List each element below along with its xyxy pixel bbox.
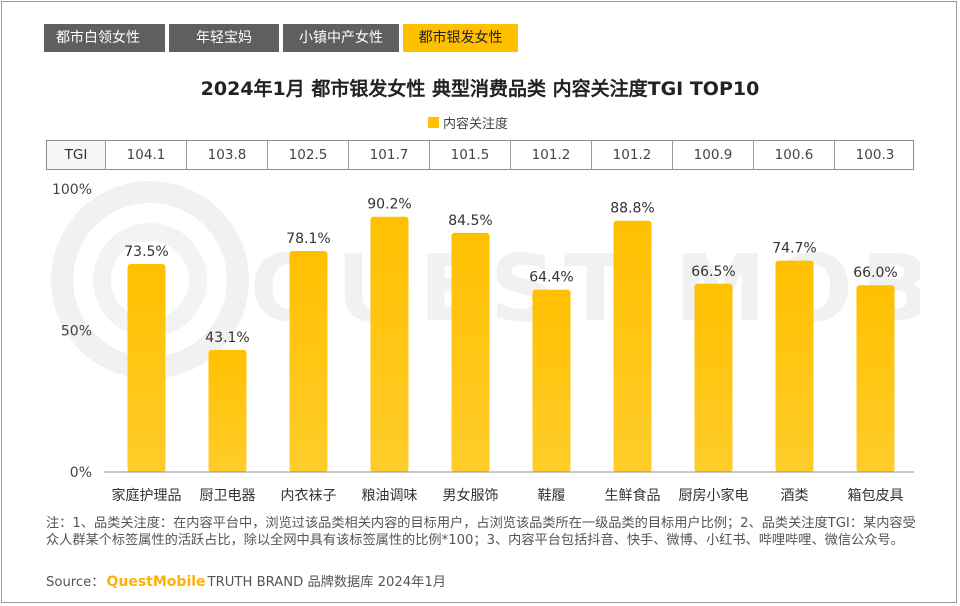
bar-value-label: 74.7%	[772, 241, 816, 257]
bar-value-label: 78.1%	[286, 231, 330, 247]
tgi-value: 103.8	[186, 141, 267, 169]
footnotes: 注：1、品类关注度：在内容平台中，浏览过该品类相关内容的目标用户，占浏览该品类所…	[46, 516, 916, 548]
x-tick-label: 厨房小家电	[679, 487, 749, 504]
x-tick-label: 内衣袜子	[281, 488, 337, 504]
bar-value-label: 43.1%	[205, 330, 249, 346]
tgi-header: TGI	[47, 141, 105, 169]
y-tick-label: 100%	[52, 182, 92, 198]
bar	[127, 263, 166, 472]
chart-legend: 内容关注度	[428, 112, 508, 132]
tgi-value: 100.6	[753, 141, 834, 169]
tgi-value: 101.2	[510, 141, 591, 169]
tab-small-town-middle-class[interactable]: 小镇中产女性	[283, 24, 399, 52]
tgi-value: 102.5	[267, 141, 348, 169]
bar-value-label: 66.5%	[691, 264, 735, 280]
legend-swatch	[428, 116, 439, 128]
bar	[613, 220, 652, 472]
tgi-value: 104.1	[105, 141, 186, 169]
tgi-table: TGI 104.1 103.8 102.5 101.7 101.5 101.2 …	[46, 140, 914, 170]
bar	[856, 285, 895, 472]
source-line: Source： QuestMobile TRUTH BRAND 品牌数据库 20…	[46, 571, 446, 590]
bar	[370, 216, 409, 472]
tab-urban-white-collar[interactable]: 都市白领女性	[44, 24, 165, 52]
bar-value-label: 90.2%	[367, 197, 411, 213]
bar	[694, 283, 733, 472]
source-suffix: TRUTH BRAND 品牌数据库 2024年1月	[207, 575, 446, 590]
bar	[289, 250, 328, 472]
tgi-value: 100.9	[672, 141, 753, 169]
bar	[451, 232, 490, 472]
x-tick-label: 粮油调味	[362, 488, 418, 504]
x-tick-label: 男女服饰	[443, 487, 499, 504]
tgi-value: 100.3	[834, 141, 915, 169]
x-tick-label: 箱包皮具	[848, 488, 904, 504]
chart-title: 2024年1月 都市银发女性 典型消费品类 内容关注度TGI TOP10	[200, 78, 760, 100]
y-tick-label: 50%	[61, 324, 92, 340]
x-tick-label: 家庭护理品	[112, 487, 182, 504]
y-tick-label: 0%	[70, 465, 92, 481]
bar-value-label: 88.8%	[610, 201, 654, 217]
source-brand: QuestMobile	[106, 574, 206, 590]
x-tick-label: 厨卫电器	[200, 488, 256, 504]
bar	[532, 289, 571, 472]
bar-value-label: 73.5%	[124, 244, 168, 260]
bar	[208, 350, 247, 472]
tab-urban-silver-women[interactable]: 都市银发女性	[403, 24, 518, 52]
source-prefix: Source：	[46, 575, 105, 590]
x-tick-label: 鞋履	[538, 488, 566, 504]
bar	[775, 260, 814, 472]
bar-value-label: 66.0%	[853, 265, 897, 281]
tgi-value: 101.5	[429, 141, 510, 169]
bar-value-label: 84.5%	[448, 213, 492, 229]
legend-label: 内容关注度	[443, 116, 509, 132]
segment-tabs: 都市白领女性 年轻宝妈 小镇中产女性 都市银发女性	[44, 24, 518, 52]
tab-young-moms[interactable]: 年轻宝妈	[169, 24, 279, 52]
tgi-value: 101.2	[591, 141, 672, 169]
bar-value-label: 64.4%	[529, 270, 573, 286]
tgi-value: 101.7	[348, 141, 429, 169]
x-tick-label: 生鲜食品	[605, 487, 661, 504]
x-tick-label: 酒类	[781, 488, 809, 504]
